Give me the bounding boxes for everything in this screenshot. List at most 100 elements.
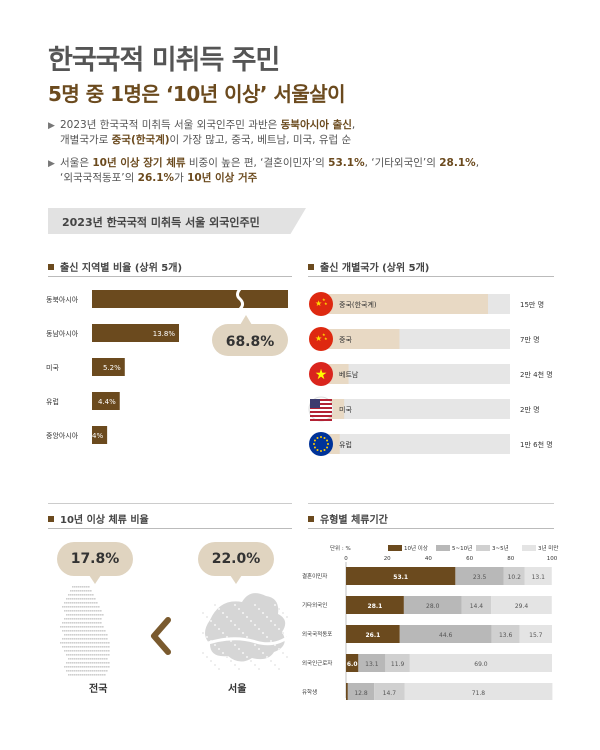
korea-map xyxy=(60,586,110,676)
map-dot xyxy=(96,654,98,656)
map-dot xyxy=(96,666,98,668)
map-dot xyxy=(90,654,92,656)
map-dot xyxy=(94,658,96,660)
map-dot xyxy=(104,662,106,664)
region-bar xyxy=(92,392,120,410)
map-dot xyxy=(68,614,70,616)
map-dot xyxy=(222,632,224,634)
region-value-label: 68.8% xyxy=(226,334,275,350)
duration-value-label: 6.0 xyxy=(347,661,358,668)
map-dot xyxy=(72,622,74,624)
flag-star: ★ xyxy=(315,367,328,383)
duration-bar-segment xyxy=(346,567,456,585)
map-dot xyxy=(202,652,204,654)
usa-flag-icon xyxy=(308,396,334,422)
map-dot xyxy=(74,662,76,664)
map-dot xyxy=(72,638,74,640)
map-dot xyxy=(74,650,76,652)
map-dot xyxy=(64,610,66,612)
callout-bubble xyxy=(212,324,288,356)
map-dot xyxy=(66,606,68,608)
map-dot xyxy=(90,674,92,676)
map-dot xyxy=(100,650,102,652)
map-dot xyxy=(76,594,78,596)
map-dot xyxy=(72,614,74,616)
map-dot xyxy=(214,644,216,646)
map-dot xyxy=(60,642,62,644)
map-dot xyxy=(86,674,88,676)
map-dot xyxy=(76,642,78,644)
region-value-label: 4.4% xyxy=(98,398,116,406)
flag-field xyxy=(309,362,333,386)
map-dot xyxy=(96,674,98,676)
map-dot xyxy=(86,602,88,604)
eu-flag-icon xyxy=(309,432,333,456)
map-dot xyxy=(100,666,102,668)
map-dot xyxy=(82,626,84,628)
region-bar xyxy=(92,290,288,308)
map-dot xyxy=(84,642,86,644)
duration-value-label: 53.1 xyxy=(393,574,408,581)
map-dot xyxy=(98,630,100,632)
map-dot xyxy=(106,646,108,648)
map-dot xyxy=(74,614,76,616)
body-text: 개별국가로 xyxy=(60,134,112,146)
section-heading-region: 출신 지역별 비율 (상위 5개) xyxy=(48,259,182,274)
map-dot xyxy=(82,634,84,636)
map-dot xyxy=(70,646,72,648)
map-dot xyxy=(82,606,84,608)
map-dot xyxy=(88,658,90,660)
map-dot xyxy=(82,674,84,676)
map-dot xyxy=(108,666,110,668)
map-dot xyxy=(76,614,78,616)
duration-value-label: 14.4 xyxy=(470,603,484,610)
duration-bar-segment xyxy=(455,567,504,585)
map-dot xyxy=(100,662,102,664)
map-dot xyxy=(84,586,86,588)
map-dot xyxy=(86,634,88,636)
map-dot xyxy=(278,648,280,650)
map-dot xyxy=(70,674,72,676)
map-dot xyxy=(80,614,82,616)
map-dot xyxy=(90,630,92,632)
map-dot xyxy=(94,650,96,652)
map-dot xyxy=(102,642,104,644)
map-dot xyxy=(214,604,216,606)
highlight-text: 26.1% xyxy=(137,172,175,184)
map-dot xyxy=(80,650,82,652)
map-dot xyxy=(96,610,98,612)
map-dot xyxy=(218,628,220,630)
section-heading-label: 10년 이상 체류 비율 xyxy=(60,515,149,526)
map-dot xyxy=(88,602,90,604)
map-dot xyxy=(70,638,72,640)
map-dot xyxy=(254,664,256,666)
map-dot xyxy=(78,586,80,588)
map-dot xyxy=(90,626,92,628)
map-dot xyxy=(96,634,98,636)
map-dot xyxy=(98,666,100,668)
flag-star: ★ xyxy=(315,299,322,308)
map-dot xyxy=(82,630,84,632)
map-dot xyxy=(68,598,70,600)
map-dot xyxy=(266,656,268,658)
map-dot xyxy=(102,650,104,652)
map-dot xyxy=(64,630,66,632)
map-dot xyxy=(94,606,96,608)
map-dot xyxy=(104,658,106,660)
map-dot xyxy=(70,670,72,672)
section-banner: 2023년 한국국적 미취득 서울 외국인주민 xyxy=(48,208,306,234)
map-dot xyxy=(76,666,78,668)
map-dot xyxy=(282,652,284,654)
map-dot xyxy=(90,614,92,616)
duration-value-label: 28.1 xyxy=(368,603,383,610)
map-dot xyxy=(72,634,74,636)
map-dot xyxy=(98,674,100,676)
map-dot xyxy=(222,612,224,614)
map-dot xyxy=(86,626,88,628)
map-dot xyxy=(74,642,76,644)
map-dot xyxy=(82,586,84,588)
duration-value-label: 13.6 xyxy=(499,632,513,639)
map-dot xyxy=(98,626,100,628)
map-dot xyxy=(108,654,110,656)
divider xyxy=(48,528,292,529)
